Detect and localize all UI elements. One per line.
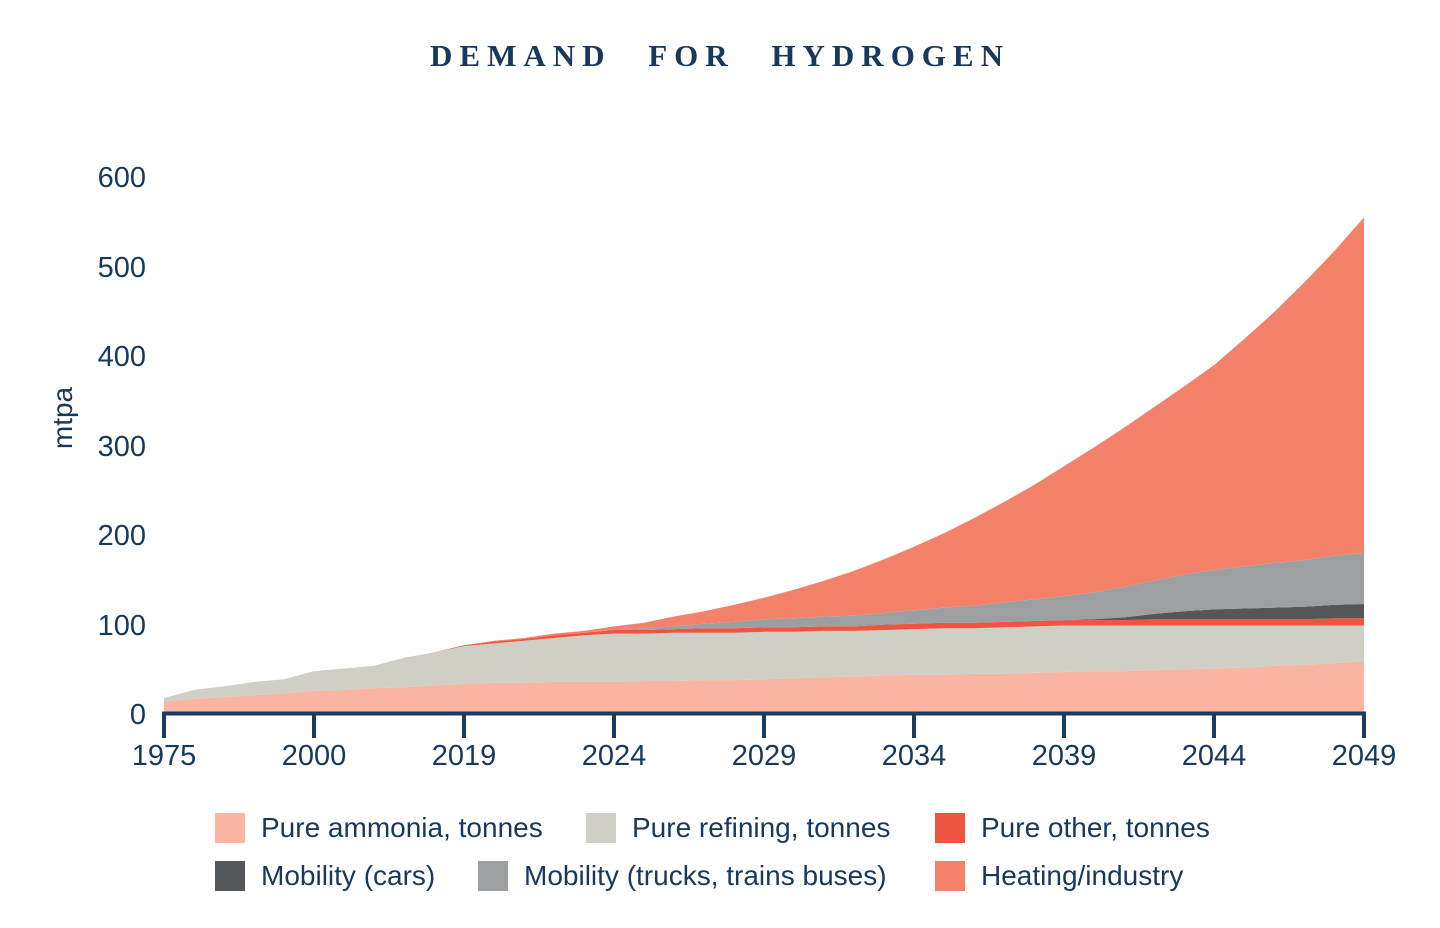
x-axis-tick	[612, 713, 616, 738]
x-axis-tick	[1212, 713, 1216, 738]
x-axis-tick	[1062, 713, 1066, 738]
y-axis-tick-label: 600	[97, 162, 146, 194]
legend-label: Heating/industry	[981, 860, 1184, 891]
legend-swatch	[215, 813, 245, 843]
legend-swatch	[215, 861, 245, 891]
legend-swatch	[935, 861, 965, 891]
legend-label: Pure refining, tonnes	[632, 812, 891, 843]
y-axis-tick-label: 200	[97, 520, 146, 552]
area-mobility-cars	[164, 604, 1364, 698]
x-axis-tick-label: 2034	[881, 740, 947, 772]
legend-label: Mobility (trucks, trains buses)	[524, 860, 887, 891]
x-axis-tick-label: 2049	[1331, 740, 1397, 772]
x-axis-tick	[162, 713, 166, 738]
legend-swatch	[478, 861, 508, 891]
x-axis-tick-label: 1975	[131, 740, 197, 772]
y-axis-tick-label: 300	[97, 430, 146, 463]
legend-swatch	[935, 813, 965, 843]
x-axis-tick	[312, 713, 316, 738]
legend-label: Pure ammonia, tonnes	[261, 812, 543, 843]
x-axis-tick	[1362, 713, 1366, 738]
x-axis-tick	[462, 713, 466, 738]
legend-swatch	[586, 813, 616, 843]
x-axis-tick	[912, 713, 916, 738]
area-heating-industry	[164, 217, 1364, 698]
area-pure-refining	[164, 625, 1364, 702]
x-axis-tick-label: 2029	[731, 740, 797, 772]
y-axis-tick-label: 500	[97, 251, 146, 284]
x-axis-tick-label: 2019	[431, 740, 497, 772]
area-pure-ammonia	[164, 661, 1364, 715]
legend-label: Pure other, tonnes	[981, 812, 1210, 843]
legend-label: Mobility (cars)	[261, 860, 436, 891]
x-axis-tick-label: 2000	[281, 740, 347, 772]
y-axis-tick-label: 400	[97, 341, 146, 373]
x-axis-tick	[762, 713, 766, 738]
chart-title: DEMAND FOR HYDROGEN	[430, 38, 1010, 73]
x-axis-tick-label: 2044	[1181, 740, 1247, 772]
area-mobility-trucks	[164, 553, 1364, 698]
y-axis-tick-label: 100	[97, 609, 146, 642]
x-axis-tick-label: 2039	[1031, 740, 1097, 772]
y-axis-tick-label: 0	[129, 699, 146, 731]
x-axis-tick-label: 2024	[581, 740, 647, 772]
